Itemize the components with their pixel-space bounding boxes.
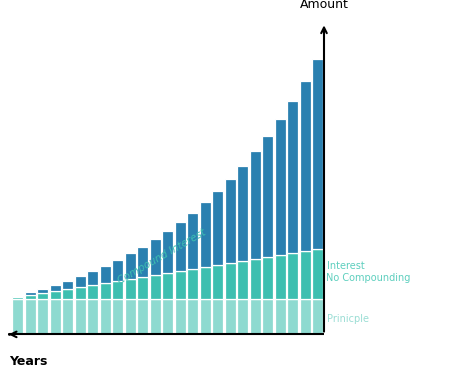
Bar — [25, 294, 36, 299]
Bar — [175, 271, 185, 299]
Bar — [162, 273, 173, 299]
Bar — [75, 276, 86, 287]
Bar — [100, 299, 111, 334]
Bar — [112, 299, 123, 334]
Bar — [312, 59, 323, 249]
Bar — [300, 252, 310, 299]
Bar — [200, 267, 211, 299]
Bar — [238, 299, 248, 334]
Bar — [162, 299, 173, 334]
Bar — [288, 253, 298, 299]
Bar — [13, 297, 23, 299]
Bar — [212, 265, 223, 299]
Bar — [212, 191, 223, 265]
Bar — [112, 260, 123, 281]
Bar — [275, 299, 286, 334]
Bar — [288, 101, 298, 253]
Bar — [25, 299, 36, 334]
Bar — [13, 296, 23, 297]
Bar — [238, 166, 248, 261]
Bar — [125, 253, 135, 279]
Bar — [112, 281, 123, 299]
Bar — [312, 249, 323, 299]
Bar — [50, 299, 61, 334]
Bar — [137, 277, 148, 299]
Bar — [63, 289, 73, 299]
Bar — [212, 299, 223, 334]
Bar — [275, 119, 286, 255]
Text: Years: Years — [9, 355, 47, 367]
Bar — [312, 299, 323, 334]
Text: Compound Interest: Compound Interest — [116, 228, 207, 287]
Bar — [37, 289, 48, 293]
Bar — [225, 179, 235, 263]
Bar — [262, 136, 273, 257]
Bar — [250, 152, 261, 259]
Bar — [13, 299, 23, 334]
Bar — [150, 239, 161, 275]
Bar — [137, 299, 148, 334]
Bar — [175, 222, 185, 271]
Bar — [262, 299, 273, 334]
Bar — [25, 292, 36, 295]
Bar — [63, 299, 73, 334]
Bar — [137, 247, 148, 277]
Bar — [300, 299, 310, 334]
Bar — [225, 263, 235, 299]
Bar — [188, 213, 198, 269]
Bar — [200, 203, 211, 267]
Bar — [75, 287, 86, 299]
Bar — [100, 266, 111, 283]
Bar — [250, 259, 261, 299]
Bar — [63, 280, 73, 289]
Bar — [100, 283, 111, 299]
Text: Interest
No Compounding: Interest No Compounding — [327, 261, 411, 283]
Bar — [50, 291, 61, 299]
Bar — [37, 293, 48, 299]
Bar — [37, 299, 48, 334]
Bar — [262, 257, 273, 299]
Bar — [175, 299, 185, 334]
Bar — [188, 299, 198, 334]
Bar — [150, 275, 161, 299]
Bar — [87, 271, 98, 285]
Bar — [125, 299, 135, 334]
Bar — [87, 299, 98, 334]
Bar — [300, 81, 310, 252]
Text: Amount: Amount — [300, 0, 348, 11]
Bar — [50, 285, 61, 291]
Bar — [275, 255, 286, 299]
Bar — [162, 231, 173, 273]
Bar — [188, 269, 198, 299]
Bar — [238, 261, 248, 299]
Bar — [288, 299, 298, 334]
Bar — [75, 299, 86, 334]
Bar — [200, 299, 211, 334]
Bar — [225, 299, 235, 334]
Bar — [87, 285, 98, 299]
Text: Prinicple: Prinicple — [327, 314, 369, 325]
Bar — [125, 279, 135, 299]
Bar — [250, 299, 261, 334]
Bar — [150, 299, 161, 334]
